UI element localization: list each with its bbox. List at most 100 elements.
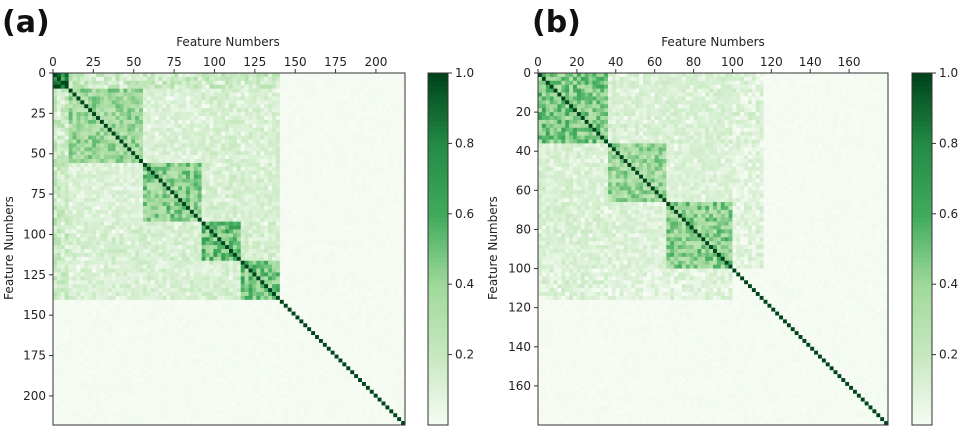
heatmap-cell — [373, 159, 378, 164]
heatmap-cell — [256, 127, 261, 132]
heatmap-cell — [307, 217, 312, 222]
heatmap-cell — [107, 139, 112, 144]
heatmap-cell — [103, 221, 109, 226]
heatmap-cell — [84, 139, 89, 144]
heatmap-cell — [381, 100, 386, 105]
heatmap-cell — [244, 245, 249, 250]
heatmap-cell — [397, 178, 402, 183]
heatmap-cell — [76, 178, 81, 183]
heatmap-cell — [268, 80, 273, 86]
heatmap-cell — [354, 205, 359, 211]
heatmap-cell — [103, 151, 109, 156]
heatmap-cell — [84, 151, 89, 156]
heatmap-cell — [229, 276, 234, 281]
heatmap-cell — [96, 225, 101, 230]
heatmap-cell — [334, 84, 339, 89]
heatmap-cell — [115, 260, 120, 265]
heatmap-cell — [213, 108, 218, 113]
heatmap-cell — [115, 249, 120, 254]
heatmap-cell — [127, 100, 132, 105]
heatmap-cell — [84, 205, 89, 211]
heatmap-cell — [358, 151, 363, 156]
heatmap-cell — [139, 119, 144, 125]
heatmap-cell — [358, 116, 363, 121]
heatmap-cell — [217, 190, 222, 195]
heatmap-cell — [291, 73, 296, 78]
heatmap-cell — [240, 237, 245, 242]
heatmap-cell — [236, 202, 242, 207]
heatmap-cell — [393, 166, 398, 172]
heatmap-cell — [178, 272, 183, 277]
heatmap-cell — [189, 241, 195, 246]
heatmap-cell — [142, 143, 148, 148]
heatmap-cell — [369, 284, 375, 289]
heatmap-cell — [80, 202, 85, 207]
heatmap-cell — [334, 217, 339, 222]
heatmap-cell — [213, 268, 218, 273]
heatmap-cell — [76, 88, 81, 93]
heatmap-cell — [260, 249, 265, 254]
heatmap-cell — [185, 139, 191, 144]
heatmap-cell — [64, 284, 69, 289]
heatmap-cell — [205, 245, 210, 250]
heatmap-cell — [299, 139, 304, 144]
heatmap-cell — [322, 221, 328, 226]
heatmap-cell — [72, 162, 77, 168]
heatmap-cell — [256, 162, 261, 168]
heatmap-cell — [182, 249, 187, 254]
heatmap-cell — [225, 96, 230, 101]
heatmap-cell — [373, 84, 378, 89]
heatmap-cell — [334, 96, 339, 101]
heatmap-cell — [53, 127, 58, 132]
heatmap-cell — [260, 209, 265, 215]
heatmap-cell — [229, 202, 234, 207]
heatmap-cell — [142, 100, 148, 105]
heatmap-cell — [174, 76, 179, 82]
heatmap-cell — [131, 166, 136, 172]
heatmap-cell — [381, 245, 386, 250]
heatmap-cell — [96, 205, 101, 211]
heatmap-cell — [139, 229, 144, 234]
heatmap-cell — [68, 73, 73, 78]
heatmap-cell — [272, 100, 277, 105]
heatmap-cell — [150, 256, 155, 262]
heatmap-cell — [334, 135, 339, 140]
heatmap-cell — [96, 104, 101, 109]
heatmap-cell — [170, 104, 175, 109]
heatmap-cell — [174, 237, 179, 242]
heatmap-cell — [225, 112, 230, 117]
heatmap-cell — [381, 202, 386, 207]
heatmap-cell — [111, 217, 116, 222]
heatmap-cell — [205, 252, 210, 258]
heatmap-cell — [80, 112, 85, 117]
heatmap-cell — [330, 205, 335, 211]
heatmap-cell — [99, 151, 105, 156]
heatmap-cell — [150, 202, 155, 207]
heatmap-cell — [389, 135, 394, 140]
heatmap-cell — [346, 249, 351, 254]
heatmap-cell — [142, 229, 148, 234]
heatmap-cell — [330, 88, 335, 93]
heatmap-cell — [197, 288, 202, 293]
heatmap-cell — [209, 288, 214, 293]
heatmap-cell — [338, 131, 343, 136]
heatmap-cell — [146, 166, 152, 172]
heatmap-cell — [299, 182, 304, 187]
heatmap-cell — [326, 166, 331, 172]
heatmap-cell — [197, 170, 202, 175]
heatmap-cell — [291, 268, 296, 273]
heatmap-cell — [217, 159, 222, 164]
heatmap-cell — [107, 131, 112, 136]
heatmap-cell — [365, 260, 371, 265]
heatmap-cell — [162, 119, 167, 125]
heatmap-cell — [287, 198, 292, 203]
heatmap-cell — [236, 249, 242, 254]
heatmap-cell — [107, 147, 112, 152]
heatmap-cell — [232, 100, 238, 105]
heatmap-cell — [92, 245, 97, 250]
heatmap-cell — [174, 80, 179, 86]
heatmap-cell — [131, 280, 136, 285]
heatmap-cell — [279, 264, 285, 269]
heatmap-cell — [131, 241, 136, 246]
heatmap-cell — [154, 182, 159, 187]
